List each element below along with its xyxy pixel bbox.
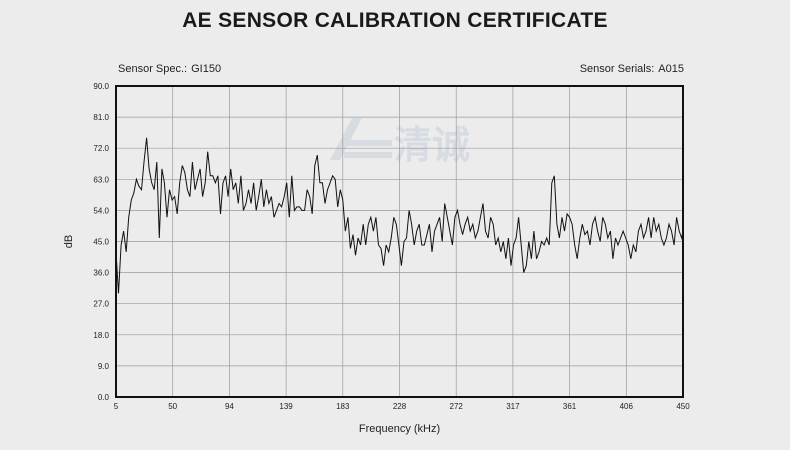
chart-grid [116, 86, 683, 397]
y-tick-label: 54.0 [93, 206, 109, 215]
plot-frame [115, 85, 684, 398]
y-tick-label: 81.0 [93, 113, 109, 122]
sensor-serials: Sensor Serials: A015 [580, 63, 684, 75]
sensor-spec-value: GI150 [191, 63, 222, 75]
x-tick-label: 94 [225, 402, 234, 411]
sensor-spec-label: Sensor Spec.: [118, 63, 188, 75]
y-axis-label: dB [63, 235, 75, 248]
watermark-logo: 清诚 [330, 118, 470, 167]
watermark-text: 清诚 [394, 123, 470, 167]
x-tick-label: 5 [114, 402, 119, 411]
x-tick-label: 228 [393, 402, 407, 411]
x-tick-label: 450 [676, 402, 690, 411]
y-tick-label: 63.0 [93, 175, 109, 184]
y-axis-ticks: 0.0 9.0 18.0 27.0 36.0 45.0 54.0 63.0 72.0 81.0 90… [93, 82, 109, 402]
x-tick-label: 317 [506, 402, 520, 411]
x-axis-label: Frequency (kHz) [359, 423, 440, 435]
x-tick-label: 272 [450, 402, 464, 411]
y-tick-label: 90.0 [93, 82, 109, 91]
x-tick-label: 139 [279, 402, 293, 411]
y-tick-label: 36.0 [93, 269, 109, 278]
watermark-mark [330, 118, 392, 160]
x-tick-label: 50 [168, 402, 177, 411]
y-tick-label: 27.0 [93, 300, 109, 309]
sensor-serials-label: Sensor Serials: [579, 63, 655, 75]
y-tick-label: 72.0 [93, 144, 109, 153]
x-tick-label: 183 [336, 402, 350, 411]
x-axis-ticks: 5 50 94 139 183 228 272 317 361 406 450 [114, 402, 690, 411]
series-line [115, 137, 684, 294]
x-tick-label: 361 [563, 402, 577, 411]
y-tick-label: 45.0 [93, 238, 109, 247]
sensor-spec: Sensor Spec.: GI150 [118, 63, 221, 75]
x-tick-label: 406 [620, 402, 634, 411]
y-tick-label: 0.0 [98, 393, 110, 402]
certificate-title: AE SENSOR CALIBRATION CERTIFICATE [182, 9, 608, 32]
y-tick-label: 18.0 [93, 331, 109, 340]
y-tick-label: 9.0 [98, 362, 110, 371]
sensor-serials-value: A015 [658, 63, 684, 75]
